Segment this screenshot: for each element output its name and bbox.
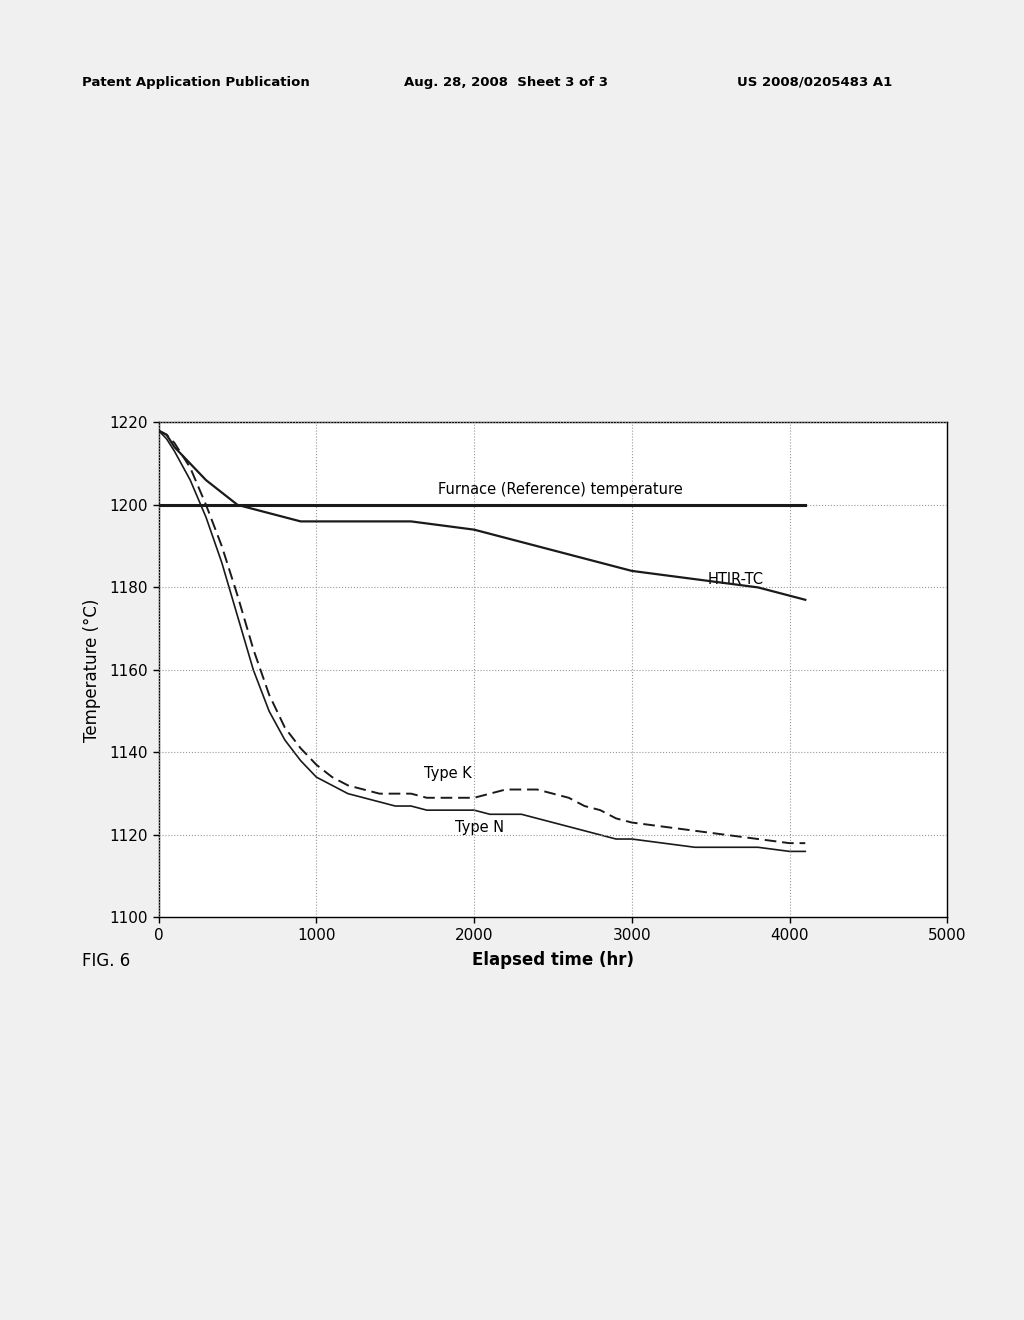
Text: HTIR-TC: HTIR-TC xyxy=(708,573,764,587)
X-axis label: Elapsed time (hr): Elapsed time (hr) xyxy=(472,952,634,969)
Text: FIG. 6: FIG. 6 xyxy=(82,952,130,970)
Text: US 2008/0205483 A1: US 2008/0205483 A1 xyxy=(737,75,893,88)
Text: Type N: Type N xyxy=(456,820,504,834)
Text: Furnace (Reference) temperature: Furnace (Reference) temperature xyxy=(438,482,683,496)
Text: Type K: Type K xyxy=(424,767,471,781)
Y-axis label: Temperature (°C): Temperature (°C) xyxy=(83,598,101,742)
Text: Patent Application Publication: Patent Application Publication xyxy=(82,75,309,88)
Text: Aug. 28, 2008  Sheet 3 of 3: Aug. 28, 2008 Sheet 3 of 3 xyxy=(404,75,608,88)
